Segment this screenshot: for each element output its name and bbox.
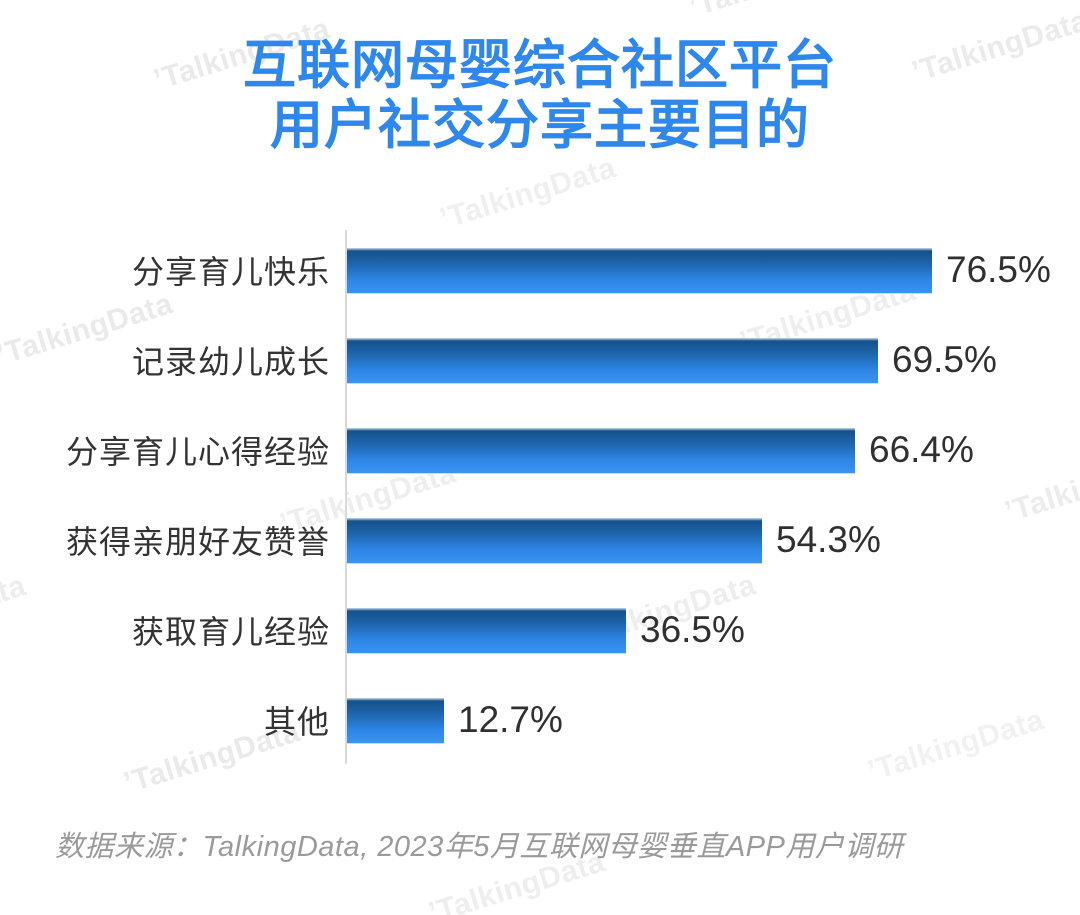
data-source-note: 数据来源：TalkingData, 2023年5月互联网母婴垂直APP用户调研 — [55, 831, 904, 863]
bar-row: 其他 12.7% — [0, 675, 1080, 765]
bar-chart: 分享育儿快乐 76.5% 记录幼儿成长 69.5% 分享育儿心得经验 66.4%… — [0, 225, 1080, 765]
bar — [347, 247, 932, 293]
bar-row: 记录幼儿成长 69.5% — [0, 315, 1080, 405]
category-label: 其他 — [263, 704, 330, 740]
value-label: 76.5% — [946, 249, 1051, 290]
bar — [347, 427, 855, 473]
bar — [347, 607, 626, 653]
category-label: 获取育儿经验 — [131, 614, 330, 650]
chart-title: 互联网母婴综合社区平台 用户社交分享主要目的 — [0, 36, 1080, 156]
bar-row: 获得亲朋好友赞誉 54.3% — [0, 495, 1080, 585]
value-label: 12.7% — [458, 699, 563, 740]
category-label: 分享育儿快乐 — [131, 254, 330, 290]
category-label: 获得亲朋好友赞誉 — [65, 524, 330, 560]
category-label: 记录幼儿成长 — [131, 344, 330, 380]
bar-row: 分享育儿心得经验 66.4% — [0, 405, 1080, 495]
chart-title-line-1: 互联网母婴综合社区平台 — [243, 36, 837, 95]
value-label: 36.5% — [640, 609, 745, 650]
bar — [347, 337, 878, 383]
value-label: 69.5% — [892, 339, 997, 380]
y-axis-line — [345, 230, 347, 764]
value-label: 66.4% — [869, 429, 974, 470]
talkingdata-watermark: ’TalkingData — [685, 0, 869, 25]
bar-row: 获取育儿经验 36.5% — [0, 585, 1080, 675]
bar — [347, 517, 762, 563]
bar — [347, 697, 444, 743]
category-label: 分享育儿心得经验 — [65, 434, 330, 470]
bar-row: 分享育儿快乐 76.5% — [0, 225, 1080, 315]
value-label: 54.3% — [776, 519, 881, 560]
chart-title-line-2: 用户社交分享主要目的 — [270, 96, 810, 155]
